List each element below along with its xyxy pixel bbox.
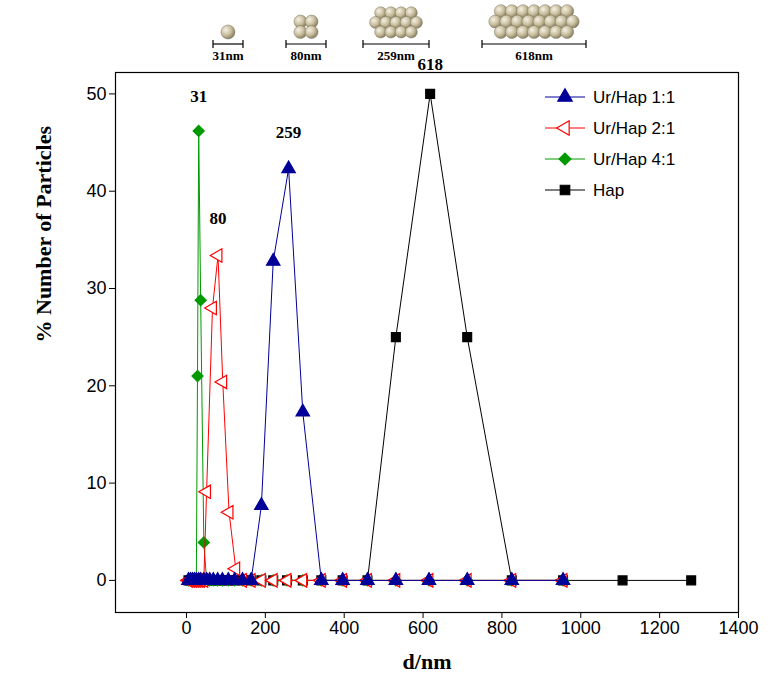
svg-text:618: 618 xyxy=(417,55,443,74)
svg-text:31nm: 31nm xyxy=(212,48,243,63)
svg-text:% Number of Particles: % Number of Particles xyxy=(31,126,56,343)
svg-text:Ur/Hap 1:1: Ur/Hap 1:1 xyxy=(593,88,675,107)
svg-text:Hap: Hap xyxy=(593,181,624,200)
svg-text:Ur/Hap 4:1: Ur/Hap 4:1 xyxy=(593,150,675,169)
svg-text:30: 30 xyxy=(86,278,106,298)
svg-text:d/nm: d/nm xyxy=(403,649,452,674)
svg-text:1000: 1000 xyxy=(561,618,601,638)
svg-text:400: 400 xyxy=(329,618,359,638)
svg-text:800: 800 xyxy=(487,618,517,638)
svg-text:1200: 1200 xyxy=(640,618,680,638)
svg-text:600: 600 xyxy=(408,618,438,638)
svg-text:31: 31 xyxy=(190,87,207,106)
svg-text:618nm: 618nm xyxy=(515,48,553,63)
svg-text:80: 80 xyxy=(210,209,227,228)
svg-text:200: 200 xyxy=(250,618,280,638)
svg-text:1400: 1400 xyxy=(718,618,758,638)
svg-text:Ur/Hap 2:1: Ur/Hap 2:1 xyxy=(593,119,675,138)
svg-text:0: 0 xyxy=(181,618,191,638)
svg-text:20: 20 xyxy=(86,376,106,396)
svg-text:40: 40 xyxy=(86,181,106,201)
svg-text:0: 0 xyxy=(96,570,106,590)
svg-text:259: 259 xyxy=(276,123,302,142)
svg-text:80nm: 80nm xyxy=(290,48,321,63)
svg-text:50: 50 xyxy=(86,84,106,104)
svg-text:259nm: 259nm xyxy=(377,48,415,63)
svg-text:10: 10 xyxy=(86,473,106,493)
